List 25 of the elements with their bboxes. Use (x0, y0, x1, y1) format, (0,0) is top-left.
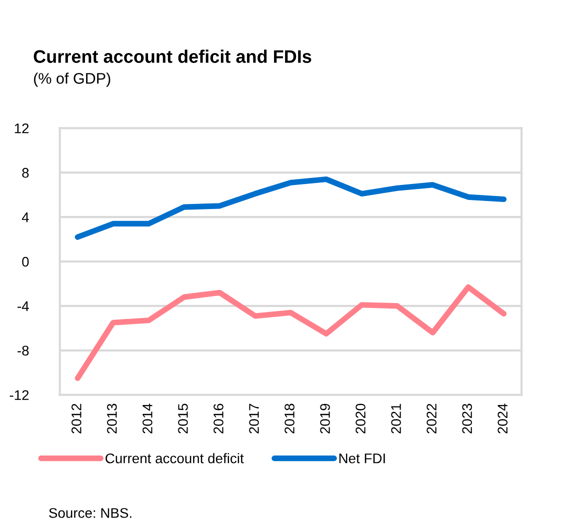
y-tick-label: 4 (22, 212, 29, 222)
x-tick-label: 2018 (284, 404, 294, 434)
y-tick-label: -4 (18, 301, 29, 311)
y-tick-label: 12 (14, 123, 29, 134)
x-tick-label: 2023 (462, 404, 472, 434)
y-tick-label: -8 (18, 346, 29, 356)
x-tick-label: 2014 (142, 404, 152, 434)
x-tick-label: 2016 (214, 404, 224, 434)
x-tick-label: 2012 (72, 404, 82, 434)
chart-title: Current account deficit and FDIs (34, 50, 312, 63)
x-tick-label: 2022 (426, 404, 436, 434)
source-note: Source: NBS. (49, 508, 132, 518)
x-tick-label: 2017 (249, 404, 259, 434)
x-tick-label: 2020 (356, 404, 366, 434)
x-tick-label: 2021 (391, 404, 401, 434)
x-tick-label: 2013 (107, 404, 117, 434)
legend-label: Current account deficit (106, 453, 244, 464)
x-tick-label: 2024 (498, 404, 508, 434)
x-tick-label: 2019 (320, 404, 330, 434)
x-tick-label: 2015 (178, 404, 188, 434)
legend-label: Net FDI (339, 454, 385, 464)
y-tick-label: 8 (22, 168, 29, 178)
y-tick-label: -12 (10, 390, 29, 400)
chart-subtitle: (% of GDP) (34, 72, 110, 87)
y-tick-label: 0 (22, 256, 29, 267)
